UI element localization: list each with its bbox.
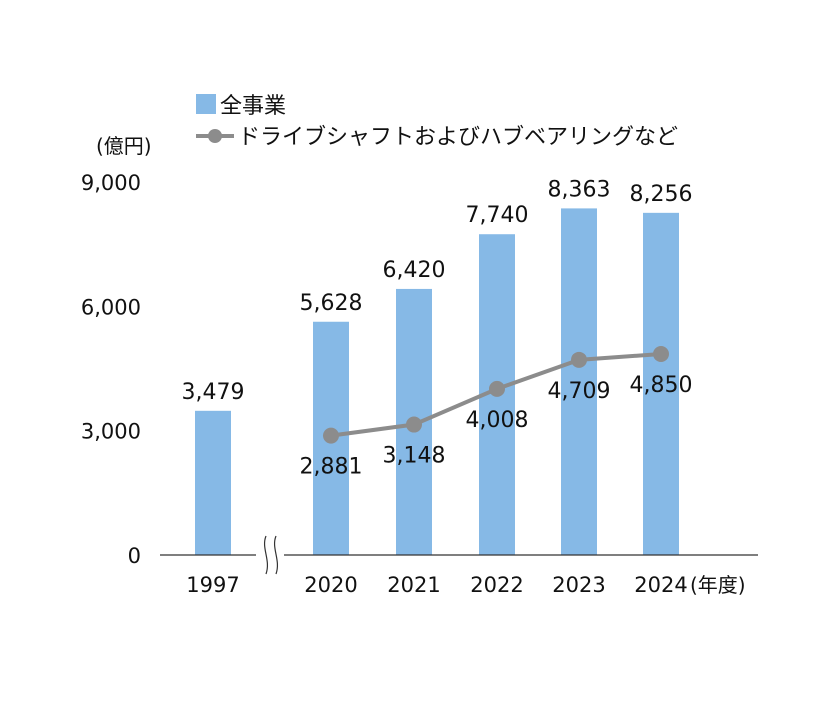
bar-data-label: 5,628	[300, 291, 363, 316]
legend-label-line: ドライブシャフトおよびハブベアリングなど	[238, 125, 678, 150]
line-series	[323, 345, 669, 444]
bar-data-label: 7,740	[466, 203, 529, 228]
bar	[195, 410, 231, 555]
line-point	[489, 380, 505, 397]
x-tick-label: 2024	[634, 573, 687, 597]
line-point	[571, 351, 587, 368]
x-tick-label: 2023	[552, 573, 605, 597]
bar-series	[195, 208, 679, 556]
line-data-label: 2,881	[300, 455, 363, 480]
y-tick-label: 3,000	[81, 420, 141, 444]
line-point	[323, 427, 339, 444]
x-tick-label: 2020	[304, 573, 357, 597]
bar	[561, 208, 597, 555]
line-point	[653, 345, 669, 362]
line-data-label: 4,709	[548, 379, 611, 404]
bar-data-label: 3,479	[182, 380, 245, 405]
bar-data-labels: 3,479 5,628 6,420 7,740 8,363 8,256	[182, 177, 693, 404]
y-axis-ticks: 0 3,000 6,000 9,000	[81, 171, 141, 568]
legend-swatch-marker	[208, 129, 222, 143]
bar-data-label: 8,256	[630, 182, 693, 207]
y-unit-label: (億円)	[96, 134, 152, 158]
x-unit-label: (年度)	[690, 573, 746, 597]
axis-break-mark	[256, 535, 284, 576]
bar-data-label: 8,363	[548, 177, 611, 202]
x-tick-label: 2022	[470, 573, 523, 597]
bar	[643, 212, 679, 556]
line-data-label: 4,008	[466, 408, 529, 433]
line-data-labels: 2,881 3,148 4,008 4,709 4,850	[300, 373, 693, 480]
x-tick-label: 1997	[186, 573, 239, 597]
line-data-label: 4,850	[630, 373, 693, 398]
x-tick-label: 2021	[387, 573, 440, 597]
y-tick-label: 0	[128, 544, 141, 568]
legend-label-bar: 全事業	[220, 94, 286, 119]
line-point	[406, 416, 422, 433]
line-data-label: 3,148	[383, 444, 446, 469]
legend-swatch-bar	[196, 94, 216, 114]
y-tick-label: 6,000	[81, 295, 141, 319]
y-tick-label: 9,000	[81, 171, 141, 195]
bar-data-label: 6,420	[383, 258, 446, 283]
legend: 全事業 ドライブシャフトおよびハブベアリングなど	[196, 94, 678, 150]
x-axis-ticks: 1997 2020 2021 2022 2023 2024	[186, 573, 687, 597]
